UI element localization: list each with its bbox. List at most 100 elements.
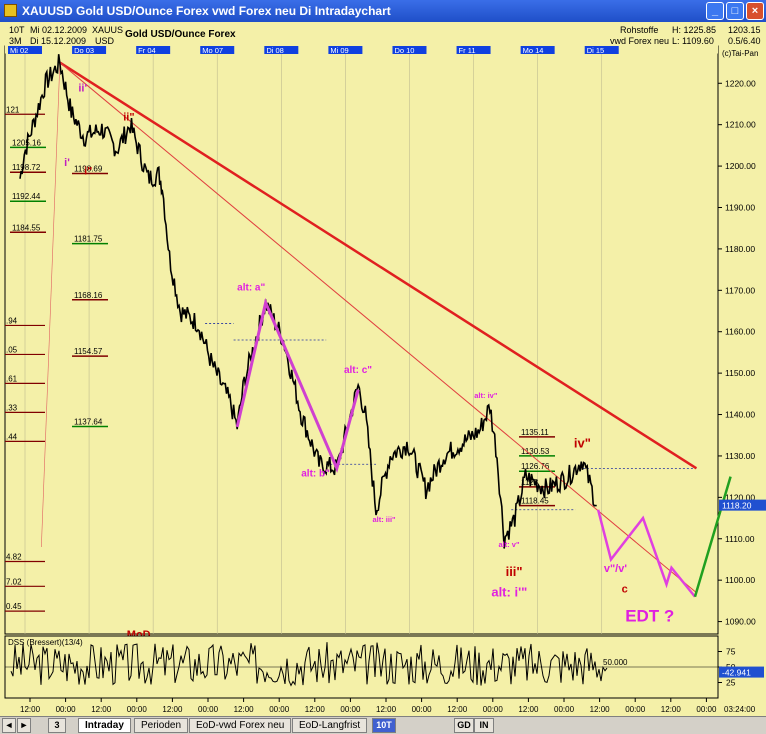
day-label-bg [392, 46, 427, 54]
price-tag-bg [719, 499, 766, 511]
close-button[interactable]: × [746, 2, 764, 20]
chart-svg[interactable]: Mi 02 Do 03 Fr 04 Mo 07 Di 08 Mi 09 Do 10 Fr 11… [0, 22, 766, 716]
price-level-label: 1135.11 [521, 428, 549, 437]
y-tick-label: 1180.00 [725, 244, 755, 254]
wave-annotation: alt: i'" [491, 585, 527, 600]
y-tick-label: 1190.00 [725, 202, 755, 212]
y-tick-label: 1110.00 [725, 534, 755, 544]
time-label: 12:00 [447, 705, 468, 714]
tab-eod-vwd[interactable]: EoD-vwd Forex neu [189, 718, 292, 733]
day-label: Mi 02 [10, 46, 28, 55]
day-label-bg [328, 46, 363, 54]
window-title: XAUUSD Gold USD/Ounce Forex vwd Forex ne… [22, 4, 391, 18]
partial-level-label: .61 [6, 374, 18, 383]
tab-perioden[interactable]: Perioden [134, 718, 189, 733]
day-label-bg [72, 46, 107, 54]
wave-annotation: EDT ? [625, 607, 674, 626]
nav-left-button[interactable]: ◄ [2, 718, 16, 733]
partial-level-label: .05 [6, 345, 18, 354]
time-label: 00:00 [696, 705, 717, 714]
time-label: 00:00 [269, 705, 290, 714]
price-level-label: 1168.16 [74, 291, 103, 300]
price-level-label: 1137.64 [74, 417, 103, 426]
symbol: XAUUS [92, 25, 124, 35]
wave-annotation: c [622, 584, 628, 596]
minimize-button[interactable]: _ [706, 2, 724, 20]
price-level-label: 1130.53 [521, 447, 550, 456]
time-label: 00:00 [483, 705, 504, 714]
low-value: L: 1109.60 [672, 36, 714, 46]
chart-area[interactable]: Mi 02 Do 03 Fr 04 Mo 07 Di 08 Mi 09 Do 10 Fr 11… [0, 22, 766, 716]
wave-annotation: i' [64, 157, 70, 169]
time-label: 00:00 [340, 705, 361, 714]
tab-intraday[interactable]: Intraday [78, 718, 131, 733]
date-from: Mi 02.12.2009 [30, 25, 88, 35]
partial-level-label: 4.82 [6, 552, 22, 561]
price-level-label: 1184.55 [12, 223, 41, 232]
price-level-label: 1192.44 [12, 192, 41, 201]
price-series-line [19, 54, 597, 549]
day-label: Di 15 [587, 46, 605, 55]
dss-value-label: -42.941 [722, 668, 751, 678]
app-icon [4, 4, 17, 17]
day-label: Di 08 [266, 46, 284, 55]
time-label: 12:00 [590, 705, 611, 714]
last-value: 1203.15 [728, 25, 761, 35]
day-label-bg [584, 46, 619, 54]
dss-label: DSS (Bressert)(13/4) [8, 638, 83, 647]
wave-annotation: alt: b" [301, 469, 330, 480]
wave-annotation: alt: iv" [474, 391, 498, 400]
dss-tick-label: 25 [726, 678, 736, 688]
y-tick-label: 1220.00 [725, 78, 756, 88]
group-label: Rohstoffe [620, 25, 659, 35]
wave-annotation: alt: v" [498, 540, 520, 549]
time-label: 00:00 [127, 705, 148, 714]
wave-annotation: alt: a" [237, 282, 265, 293]
y-tick-label: 1120.00 [725, 492, 755, 502]
time-label: 00:00 [625, 705, 646, 714]
day-label: Fr 11 [459, 46, 476, 55]
gd-button[interactable]: GD [454, 718, 474, 733]
y-tick-label: 1150.00 [725, 368, 755, 378]
partial-level-label: 7.02 [6, 577, 22, 586]
in-button[interactable]: IN [474, 718, 494, 733]
y-tick-label: 1160.00 [725, 327, 755, 337]
period-2: 3M [9, 36, 22, 46]
partial-level-label: 121 [6, 105, 20, 114]
zoom-button[interactable]: 3 [48, 718, 66, 733]
period-1: 10T [9, 25, 25, 35]
dss-value-bg [719, 666, 764, 678]
copyright: (c)Tai-Pan [722, 49, 759, 58]
dss-line [10, 642, 608, 687]
wave-annotation: i" [84, 165, 92, 177]
maximize-button[interactable]: □ [726, 2, 744, 20]
day-label: Do 03 [74, 46, 94, 55]
trend-line-thin [59, 62, 697, 593]
day-label-bg [8, 46, 42, 54]
period-select[interactable]: 10T [372, 718, 396, 733]
forecast-path [596, 509, 696, 598]
nav-right-button[interactable]: ► [17, 718, 31, 733]
day-label-bg [456, 46, 491, 54]
day-label: Mi 09 [330, 46, 348, 55]
time-label: 12:00 [234, 705, 255, 714]
time-label: 12:00 [305, 705, 326, 714]
y-tick-label: 1130.00 [725, 451, 755, 461]
plot-frame [4, 45, 719, 635]
y-tick-label: 1170.00 [725, 285, 755, 295]
price-level-label: 1198.72 [12, 163, 41, 172]
price-level-label: 1154.57 [74, 347, 103, 356]
params-value: 0.5/6.40 [728, 36, 761, 46]
time-label: 12:00 [661, 705, 682, 714]
wave-annotation: ii" [123, 112, 134, 124]
day-label: Mo 07 [202, 46, 223, 55]
y-tick-label: 1090.00 [725, 617, 756, 627]
y-tick-label: 1140.00 [725, 410, 755, 420]
title-bar[interactable]: XAUUSD Gold USD/Ounce Forex vwd Forex ne… [0, 0, 766, 22]
price-level-label: 1126.76 [521, 462, 550, 471]
tab-eod-langfrist[interactable]: EoD-Langfrist [292, 718, 368, 733]
day-label-bg [264, 46, 299, 54]
price-tag-label: 1118.20 [722, 501, 752, 511]
price-level-label: 1181.75 [74, 235, 103, 244]
